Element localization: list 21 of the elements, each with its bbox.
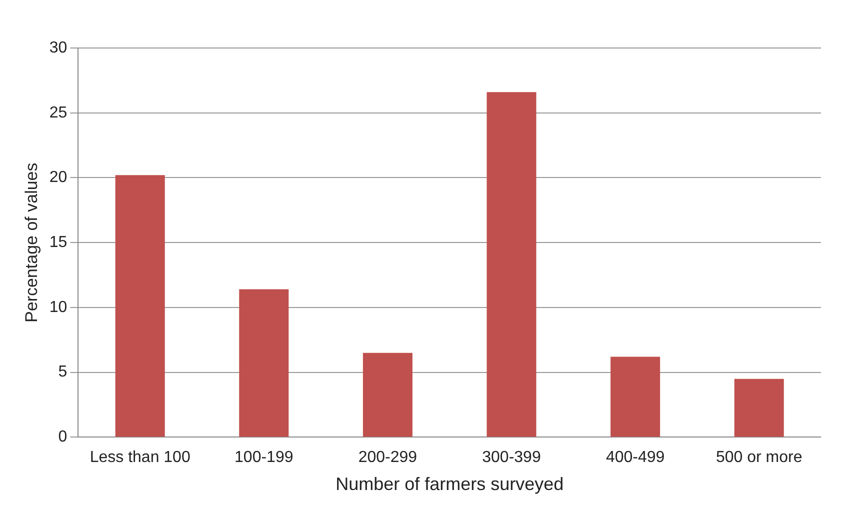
bar [362, 352, 412, 437]
y-tick-label: 0 [58, 428, 68, 446]
y-tick-label: 5 [58, 364, 68, 381]
x-tick-label: 500 or more [716, 449, 802, 466]
bar [486, 92, 536, 437]
x-tick-label: 400-499 [606, 449, 665, 466]
x-tick-label: 200-299 [358, 449, 418, 466]
x-tick-label: 300-399 [482, 449, 541, 466]
y-tick-label: 15 [49, 234, 68, 252]
y-tick-label: 25 [49, 104, 68, 122]
bar [115, 175, 165, 437]
x-axis-title: Number of farmers surveyed [336, 474, 564, 494]
bar [239, 289, 289, 437]
x-tick-label: Less than 100 [90, 449, 190, 466]
x-tick-label: 100-199 [234, 449, 294, 466]
y-tick-label: 10 [49, 298, 68, 316]
y-tick-label: 30 [49, 39, 68, 56]
y-tick-label: 20 [49, 169, 68, 186]
y-axis-title: Percentage of values [22, 162, 41, 322]
bar [610, 356, 660, 437]
bar [734, 378, 784, 437]
